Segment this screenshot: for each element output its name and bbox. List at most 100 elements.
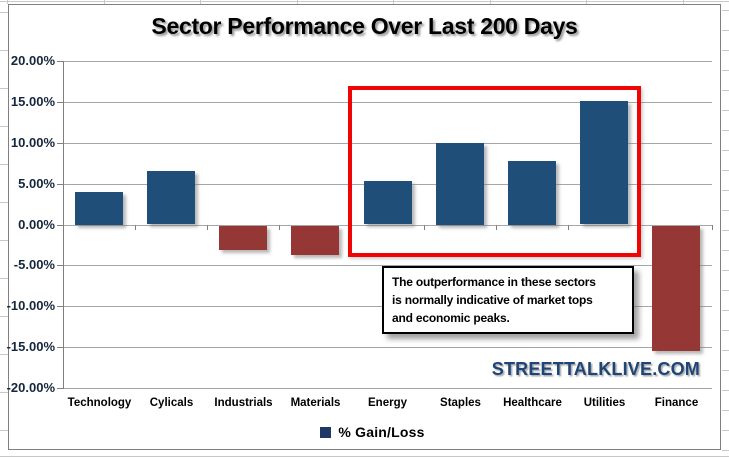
spreadsheet-line — [722, 130, 729, 131]
spreadsheet-line — [722, 190, 729, 191]
watermark-text: STREETTALKLIVE.COM — [491, 359, 700, 379]
y-axis-tick-label: 10.00% — [10, 135, 55, 150]
y-axis-tick — [57, 102, 63, 103]
spreadsheet-line — [722, 330, 729, 331]
y-axis-tick — [57, 306, 63, 307]
spreadsheet-line — [0, 1, 729, 2]
spreadsheet-line — [722, 310, 729, 311]
spreadsheet-line — [722, 210, 729, 211]
spreadsheet-line — [722, 270, 729, 271]
x-axis-label-energy: Energy — [368, 397, 407, 409]
y-axis-tick-label: -20.00% — [6, 380, 55, 395]
annotation-line-2: is normally indicative of market tops — [392, 293, 593, 307]
bar-healthcare[interactable] — [508, 161, 556, 225]
bar-staples[interactable] — [436, 143, 484, 225]
gridline — [63, 61, 712, 62]
x-axis-tick — [135, 225, 136, 230]
spreadsheet-line — [7, 0, 8, 4]
x-axis-label-finance: Finance — [654, 397, 699, 409]
y-axis-tick — [57, 265, 63, 266]
y-axis-tick-label: -5.00% — [13, 257, 55, 272]
spreadsheet-line — [722, 150, 729, 151]
gridline — [63, 347, 712, 348]
x-axis-tick — [207, 225, 208, 230]
annotation-box: The outperformance in these sectors is n… — [382, 266, 634, 334]
y-axis-tick — [57, 61, 63, 62]
spreadsheet-line — [722, 290, 729, 291]
gridline — [63, 225, 712, 226]
chart-object-frame — [8, 4, 721, 450]
x-axis-label-utilities: Utilities — [583, 397, 626, 409]
spreadsheet-line — [683, 0, 684, 4]
x-axis-label-staples: Staples — [440, 397, 481, 409]
annotation-line-1: The outperformance in these sectors — [392, 275, 596, 289]
annotation-line-3: and economic peaks. — [392, 311, 510, 325]
spreadsheet-line — [297, 0, 298, 4]
spreadsheet-line — [0, 50, 8, 51]
bar-utilities[interactable] — [580, 101, 628, 224]
y-axis-tick-label: -10.00% — [6, 298, 55, 313]
y-axis-tick-label: 15.00% — [10, 94, 55, 109]
spreadsheet-line — [393, 0, 394, 4]
bar-materials[interactable] — [291, 226, 339, 255]
x-axis-label-healthcare: Healthcare — [503, 397, 562, 409]
y-axis-tick-label: 0.00% — [18, 217, 55, 232]
spreadsheet-line — [0, 316, 8, 317]
y-axis-tick-label: 20.00% — [10, 53, 55, 68]
legend-swatch-icon — [320, 426, 332, 438]
spreadsheet-line — [722, 230, 729, 231]
spreadsheet-line — [722, 430, 729, 431]
spreadsheet-line — [722, 30, 729, 31]
bar-technology[interactable] — [75, 192, 123, 225]
gridline — [63, 265, 712, 266]
y-axis-tick — [57, 143, 63, 144]
spreadsheet-line — [200, 0, 201, 4]
spreadsheet-line — [722, 350, 729, 351]
x-axis-label-industrials: Industrials — [214, 397, 273, 409]
spreadsheet-line — [722, 370, 729, 371]
y-axis-tick — [57, 184, 63, 185]
spreadsheet-line — [722, 450, 729, 451]
x-axis-tick — [712, 225, 713, 230]
y-axis-tick-label: 5.00% — [18, 176, 55, 191]
bar-energy[interactable] — [364, 181, 412, 224]
x-axis-tick — [568, 225, 569, 230]
x-axis-label-materials: Materials — [290, 397, 341, 409]
spreadsheet-line — [0, 88, 8, 89]
spreadsheet-line — [0, 278, 8, 279]
y-axis-tick-label: -15.00% — [6, 339, 55, 354]
gridline — [63, 388, 712, 389]
spreadsheet-line — [722, 50, 729, 51]
spreadsheet-line — [722, 170, 729, 171]
spreadsheet-line — [490, 0, 491, 4]
spreadsheet-line — [722, 110, 729, 111]
spreadsheet-line — [104, 0, 105, 4]
spreadsheet-line — [0, 126, 8, 127]
y-axis-tick — [57, 225, 63, 226]
y-axis-tick — [57, 347, 63, 348]
spreadsheet-line — [586, 0, 587, 4]
spreadsheet-line — [0, 240, 8, 241]
chart-legend[interactable]: % Gain/Loss — [8, 424, 729, 440]
spreadsheet-line — [0, 392, 8, 393]
spreadsheet-line — [722, 390, 729, 391]
x-axis-label-technology: Technology — [67, 397, 132, 409]
spreadsheet-line — [722, 250, 729, 251]
spreadsheet-line — [0, 456, 729, 457]
highlight-rectangle — [348, 86, 641, 257]
gridline — [63, 143, 712, 144]
x-axis-tick — [279, 225, 280, 230]
bar-cylicals[interactable] — [147, 171, 195, 224]
chart-title: Sector Performance Over Last 200 Days — [151, 13, 578, 39]
legend-label: % Gain/Loss — [338, 424, 425, 440]
spreadsheet-line — [722, 10, 729, 11]
bar-finance[interactable] — [652, 226, 700, 351]
spreadsheet-line — [0, 202, 8, 203]
spreadsheet-line — [0, 354, 8, 355]
x-axis-tick — [63, 225, 64, 230]
x-axis-label-cylicals: Cylicals — [149, 397, 194, 409]
spreadsheet-line — [0, 12, 8, 13]
spreadsheet-line — [0, 164, 8, 165]
bar-industrials[interactable] — [219, 226, 267, 250]
